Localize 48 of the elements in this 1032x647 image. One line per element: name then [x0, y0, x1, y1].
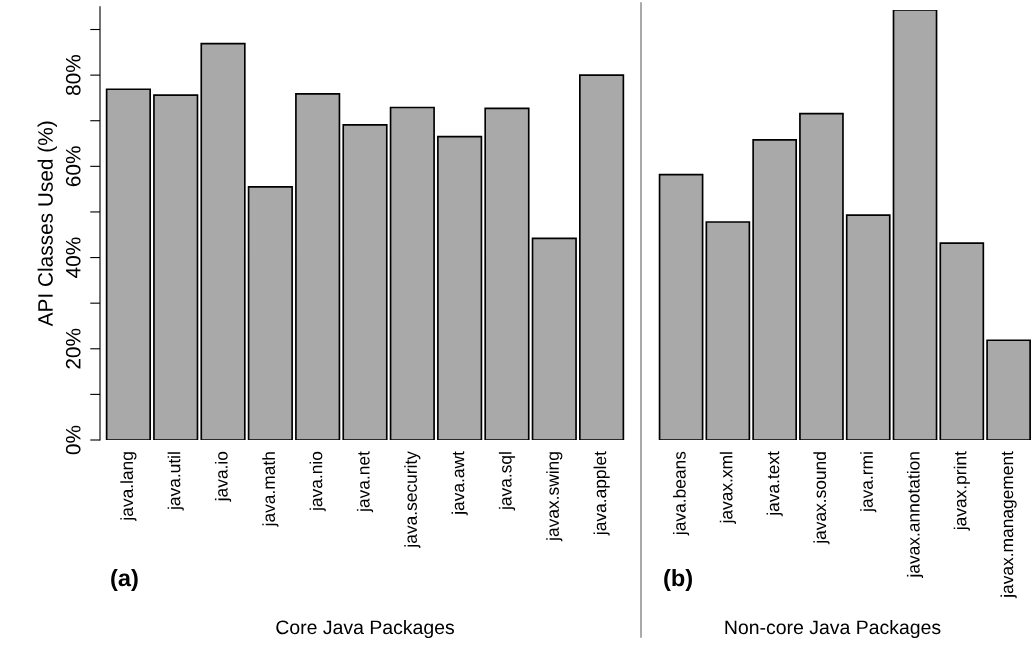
x-tick-label: java.math: [262, 452, 279, 527]
text: (b): [664, 568, 692, 592]
bar: [658, 173, 704, 440]
bar: [892, 10, 938, 440]
x-axis-title: Core Java Packages: [276, 619, 455, 639]
bar: [484, 107, 530, 440]
x-axis-title: Non-core Java Packages: [725, 619, 941, 639]
x-tick-label: java.rmi: [860, 452, 877, 513]
bar: [342, 123, 388, 440]
x-tick-label: java.text: [766, 451, 783, 517]
text: (a): [111, 568, 138, 592]
y-tick-label: 0%: [65, 425, 81, 455]
bar: [986, 339, 1031, 440]
x-tick-label: java.nio: [309, 451, 326, 512]
bar: [105, 88, 151, 440]
x-tick-label: java.net: [356, 451, 374, 513]
y-axis-title: API Classes Used (%): [37, 121, 57, 327]
bar: [705, 221, 751, 440]
y-tick-label: 80%: [65, 55, 81, 96]
bar: [752, 139, 798, 440]
x-tick-label: javax.print: [953, 451, 970, 531]
bar: [247, 186, 293, 440]
bar: [200, 42, 246, 440]
bar: [531, 237, 577, 440]
y-tick-label: 20%: [65, 328, 81, 369]
x-tick-label: javax.swing: [546, 452, 563, 542]
x-tick-label: java.beans: [672, 451, 690, 536]
x-tick-label: javax.sound: [813, 452, 830, 545]
bar: [845, 214, 891, 440]
x-tick-label: java.sql: [498, 452, 516, 511]
y-tick-label: 40%: [65, 237, 81, 278]
x-tick-label: java.awt: [451, 451, 468, 516]
bar: [437, 135, 483, 440]
bar: [579, 74, 625, 440]
bar: [153, 94, 199, 440]
x-tick-label: java.util: [167, 452, 184, 511]
bar: [939, 242, 985, 440]
x-tick-label: javax.annotation: [906, 452, 924, 578]
x-tick-label: java.applet: [593, 451, 610, 536]
bar: [295, 92, 341, 440]
x-tick-label: java.io: [214, 451, 232, 502]
x-tick-label: javax.xml: [719, 452, 736, 524]
bar: [799, 112, 844, 440]
x-tick-label: javax.management: [1000, 451, 1017, 599]
x-tick-label: java.security: [404, 451, 421, 549]
x-tick-label: java.lang: [120, 452, 137, 522]
bar: [389, 106, 435, 440]
y-tick-label: 60%: [65, 146, 81, 187]
